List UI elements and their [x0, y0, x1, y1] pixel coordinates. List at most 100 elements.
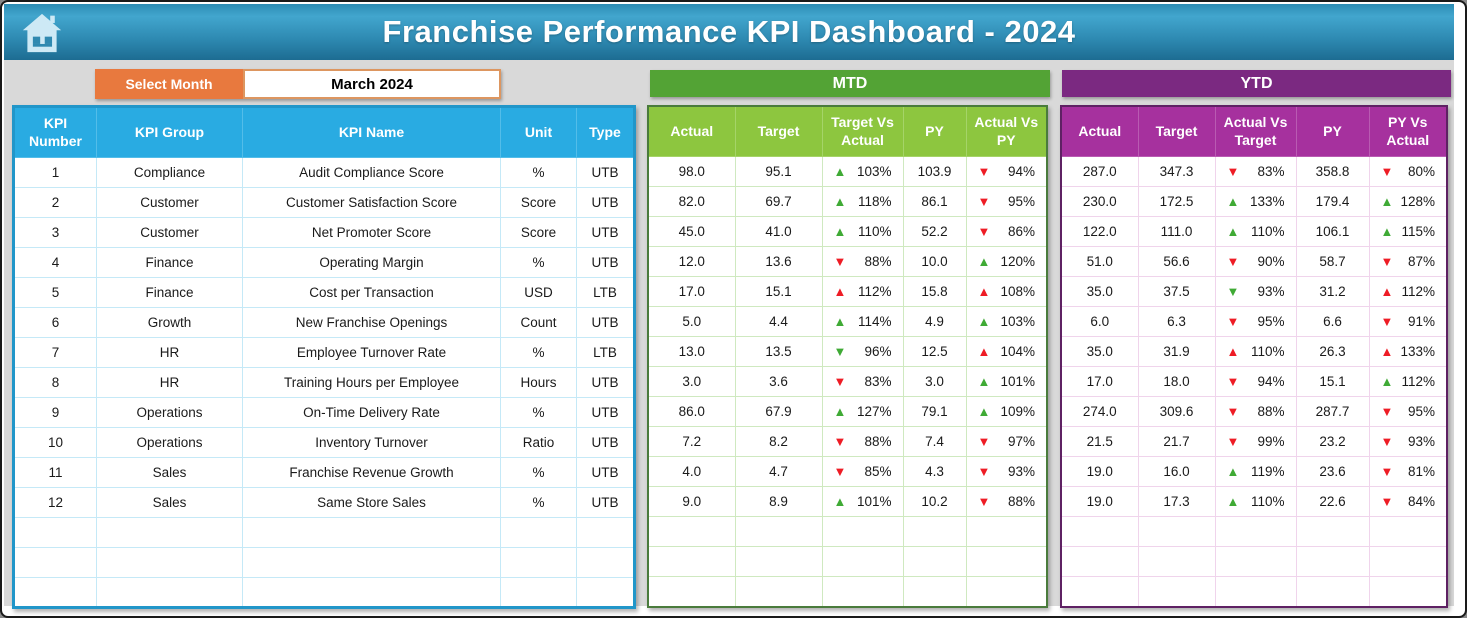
actual-cell: 21.5 [1060, 426, 1139, 457]
target-cell: 18.0 [1137, 366, 1216, 397]
column-header: Target [1137, 105, 1216, 157]
py-vs-actual-cell: ▲ 133% [1368, 336, 1448, 367]
table-row: 4 Finance Operating Margin% UTB [13, 247, 635, 278]
table-row: 17.0 15.1 ▲ 112% 15.8 ▲ 108% [647, 276, 1048, 307]
actual-vs-py-cell: ▲ 104% [965, 336, 1048, 367]
py-cell: 3.0 [902, 366, 967, 397]
down-triangle-icon: ▼ [1380, 404, 1394, 419]
column-header: Actual [1060, 105, 1139, 157]
down-triangle-icon: ▼ [1380, 164, 1394, 179]
down-triangle-icon: ▼ [1226, 404, 1240, 419]
column-header: PY Vs Actual [1368, 105, 1448, 157]
py-vs-actual-cell: ▼ 91% [1368, 306, 1448, 337]
up-triangle-icon: ▲ [833, 284, 847, 299]
target-vs-actual-cell: ▼ 83% [821, 366, 904, 397]
actual-vs-py-cell: ▼ 95% [965, 186, 1048, 217]
kpi-table-header: KPI Number KPI Group KPI Name Unit Type [13, 106, 635, 158]
type-cell: UTB [576, 457, 635, 488]
py-cell: 106.1 [1295, 216, 1370, 247]
empty-row [13, 547, 635, 578]
kpi-number-cell: 11 [13, 457, 97, 488]
column-header: KPI Name [242, 106, 501, 158]
column-header: Actual Vs Target [1214, 105, 1297, 157]
select-month-label: Select Month [95, 69, 243, 99]
column-header: Unit [500, 106, 577, 158]
empty-cell [576, 547, 635, 578]
kpi-number-cell: 8 [13, 367, 97, 398]
percent-value: 84% [1407, 494, 1435, 509]
empty-cell [1295, 576, 1370, 607]
table-row: 35.0 31.9 ▲ 110% 26.3 ▲ 133% [1060, 336, 1448, 367]
up-triangle-icon: ▲ [1226, 464, 1240, 479]
table-row: 45.0 41.0 ▲ 110% 52.2 ▼ 86% [647, 216, 1048, 247]
actual-cell: 12.0 [647, 246, 736, 277]
percent-value: 80% [1407, 164, 1435, 179]
kpi-group-cell: Operations [96, 397, 243, 428]
empty-cell [1060, 546, 1139, 577]
down-triangle-icon: ▼ [1226, 314, 1240, 329]
actual-vs-target-cell: ▼ 83% [1214, 156, 1297, 187]
up-triangle-icon: ▲ [1380, 194, 1394, 209]
down-triangle-icon: ▼ [833, 464, 847, 479]
kpi-name-cell: Employee Turnover Rate [242, 337, 501, 368]
percent-value: 110% [857, 224, 892, 239]
py-cell: 10.2 [902, 486, 967, 517]
percent-value: 95% [1007, 194, 1035, 209]
empty-cell [242, 547, 501, 578]
empty-cell [902, 516, 967, 547]
up-triangle-icon: ▲ [1380, 224, 1394, 239]
unit-cell: Hours [500, 367, 577, 398]
actual-cell: 287.0 [1060, 156, 1139, 187]
py-vs-actual-cell: ▲ 115% [1368, 216, 1448, 247]
down-triangle-icon: ▼ [1226, 374, 1240, 389]
month-selector[interactable]: March 2024 [243, 69, 501, 99]
table-row: 9.0 8.9 ▲ 101% 10.2 ▼ 88% [647, 486, 1048, 517]
percent-value: 95% [1257, 314, 1285, 329]
target-cell: 172.5 [1137, 186, 1216, 217]
down-triangle-icon: ▼ [977, 164, 991, 179]
percent-value: 94% [1257, 374, 1285, 389]
actual-cell: 122.0 [1060, 216, 1139, 247]
empty-cell [1137, 576, 1216, 607]
percent-value: 110% [1250, 224, 1285, 239]
percent-value: 101% [856, 494, 892, 509]
table-row: 51.0 56.6 ▼ 90% 58.7 ▼ 87% [1060, 246, 1448, 277]
table-row: 122.0 111.0 ▲ 110% 106.1 ▲ 115% [1060, 216, 1448, 247]
empty-cell [1368, 546, 1448, 577]
empty-cell [1214, 576, 1297, 607]
unit-cell: % [500, 157, 577, 188]
kpi-name-cell: Same Store Sales [242, 487, 501, 518]
down-triangle-icon: ▼ [833, 254, 847, 269]
kpi-number-cell: 10 [13, 427, 97, 458]
target-cell: 17.3 [1137, 486, 1216, 517]
column-header: KPI Number [13, 106, 97, 158]
table-row: 6.0 6.3 ▼ 95% 6.6 ▼ 91% [1060, 306, 1448, 337]
py-cell: 23.6 [1295, 456, 1370, 487]
unit-cell: % [500, 337, 577, 368]
target-vs-actual-cell: ▲ 112% [821, 276, 904, 307]
empty-cell [1295, 546, 1370, 577]
percent-value: 109% [1000, 404, 1035, 419]
kpi-group-cell: Finance [96, 277, 243, 308]
target-cell: 16.0 [1137, 456, 1216, 487]
up-triangle-icon: ▲ [977, 404, 991, 419]
percent-value: 110% [1250, 494, 1285, 509]
actual-cell: 51.0 [1060, 246, 1139, 277]
home-icon[interactable] [20, 12, 64, 54]
empty-cell [1214, 516, 1297, 547]
up-triangle-icon: ▲ [833, 224, 847, 239]
actual-cell: 3.0 [647, 366, 736, 397]
up-triangle-icon: ▲ [833, 494, 847, 509]
down-triangle-icon: ▼ [833, 344, 847, 359]
target-cell: 13.5 [734, 336, 823, 367]
down-triangle-icon: ▼ [977, 194, 991, 209]
py-cell: 6.6 [1295, 306, 1370, 337]
actual-vs-py-cell: ▼ 97% [965, 426, 1048, 457]
up-triangle-icon: ▲ [833, 314, 847, 329]
target-cell: 13.6 [734, 246, 823, 277]
empty-cell [821, 576, 904, 607]
header-row: KPI Number KPI Group KPI Name Unit Type [13, 106, 635, 158]
actual-vs-target-cell: ▲ 133% [1214, 186, 1297, 217]
type-cell: UTB [576, 187, 635, 218]
